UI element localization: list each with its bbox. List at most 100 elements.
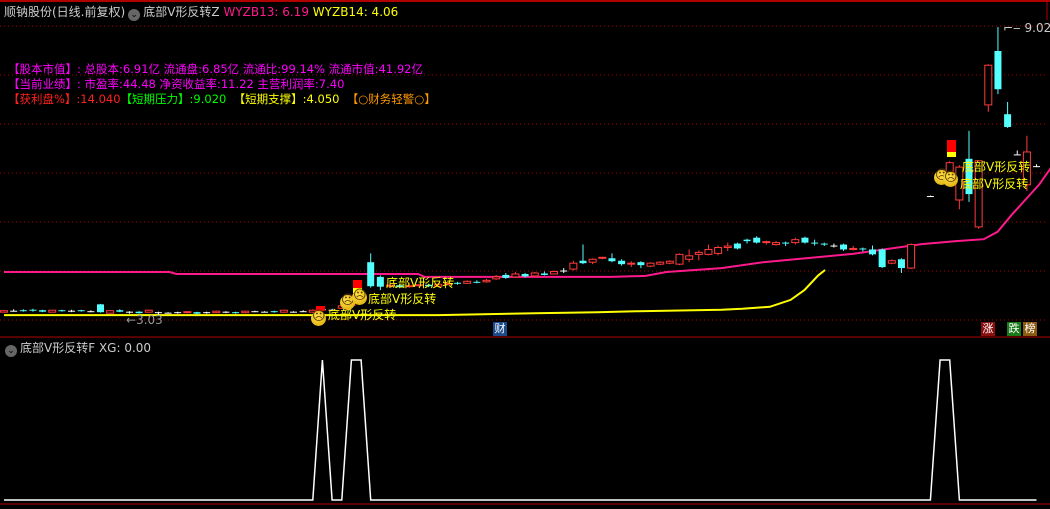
signal-label: 底部V形反转 [386,276,455,290]
finance-warning: 【○财务轻警○】 [346,92,436,106]
candle-body [0,310,8,313]
candle [530,272,539,277]
candle [869,245,876,256]
candle-body [665,260,674,264]
candle [791,237,800,245]
fall-badge[interactable]: 跌 [1007,322,1021,336]
candle-body [521,273,529,277]
candle [675,253,684,266]
candle [482,278,491,283]
candle [68,309,76,313]
candle-body [1022,151,1031,186]
candle-body [29,309,37,311]
candle-body [144,309,153,313]
candle [299,310,307,313]
candle-body [704,248,713,255]
candle [550,270,559,275]
candle [279,309,288,313]
candle-body [675,253,684,265]
signal-label: 底部V形反转 [328,308,397,322]
candle-body [434,283,443,287]
candle [125,311,133,314]
rise-badge[interactable]: 涨 [981,322,995,336]
candle [733,242,741,250]
candle [425,283,433,288]
candle-body [261,311,269,313]
candle-body [251,311,259,313]
candle-body [811,242,819,244]
candle [897,258,905,273]
candle-body [618,260,626,265]
candle [251,310,259,313]
candle-body [106,310,115,314]
stock-title[interactable]: 顺钠股份(日线.前复权) [4,5,126,19]
candle [618,259,626,266]
candle-body [328,309,336,311]
candle-body [830,245,838,247]
candle [193,311,201,315]
candle [694,250,703,261]
top-border [0,0,1050,2]
candle-body [279,309,288,313]
candle-body [608,258,616,262]
candle-body [376,276,384,287]
candle-body [685,255,694,260]
candle [135,311,143,314]
candle [328,308,336,312]
candle-body [183,311,192,314]
signal-label: 底部V形反转 [962,160,1031,174]
candle-body [154,312,162,314]
candle [164,312,172,314]
candle [212,310,221,314]
candle [144,309,153,313]
candle [106,310,115,314]
candle [154,311,162,315]
candle [762,240,771,245]
candle [434,282,443,287]
candle-body [97,304,104,313]
sad-face-icon [943,170,958,187]
chevron-down-icon[interactable]: ⌄ [128,9,141,21]
candle [753,236,761,244]
indicator-name[interactable]: 底部V形反转Z [143,5,220,19]
candle [232,311,240,314]
candle-body [125,311,133,313]
candle [386,283,394,288]
candle [974,160,983,229]
lower-indicator-name[interactable]: 底部V形反转F [20,341,96,355]
candle [704,244,713,256]
rank-badge[interactable]: 榜 [1023,322,1037,336]
candle-body [77,310,85,312]
candle [907,243,916,270]
candle-body [48,309,57,313]
signal-label: 底部V形反转 [960,177,1029,191]
candle [0,310,8,313]
candle-body [887,260,896,264]
candle-body [646,262,655,267]
sad-face-icon [352,288,367,305]
candle-body [637,262,645,266]
candle [782,241,790,247]
candle [887,259,896,265]
profit-ratio: 【获利盘%】:14.040 [8,92,121,106]
finance-badge[interactable]: 财 [493,322,507,336]
candle-body [530,272,539,277]
chevron-down-icon[interactable]: ⌄ [5,345,17,357]
candle-body [10,310,18,312]
candle [646,262,655,268]
candle-body [849,247,858,250]
candle-body [878,249,886,268]
candle-body [473,281,481,283]
candle [772,241,780,246]
candle-body [454,282,462,284]
wyzb13-value: WYZB13: 6.19 [223,5,309,19]
candle [859,247,867,252]
info-capital-value: 总股本:6.91亿 流通盘:6.85亿 流通比:99.14% 流通市值:41.9… [84,62,423,76]
candle [1013,150,1021,156]
candle [203,311,211,314]
candle-body [1033,166,1041,168]
candle-body [569,262,578,270]
candle-body [405,285,414,288]
candle [637,261,645,269]
